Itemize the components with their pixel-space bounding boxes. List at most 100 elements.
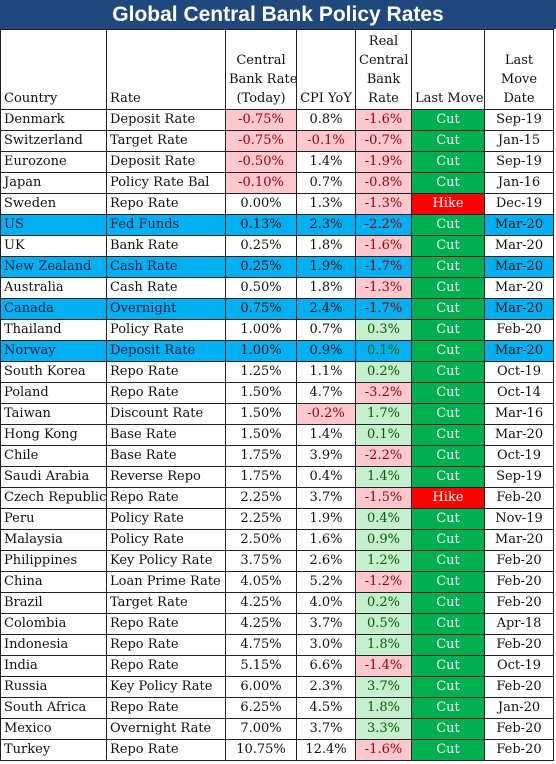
cell-real-rate: 0.3% (355, 319, 412, 341)
cell-cpi-yoy: 2.3% (296, 676, 356, 698)
cell-cpi-yoy: 1.4% (296, 424, 356, 446)
cell-policy-rate: 4.75% (225, 634, 297, 656)
cell-last-move-date: Feb-20 (484, 571, 554, 593)
cell-rate: Repo Rate (106, 634, 226, 656)
cell-real-rate: 1.8% (355, 697, 412, 719)
cell-last-move-date: Feb-20 (484, 592, 554, 614)
cell-cpi-yoy: 0.7% (296, 172, 356, 194)
cell-policy-rate: 10.75% (225, 739, 297, 761)
cell-cpi-yoy: 1.8% (296, 235, 356, 257)
cell-last-move: Cut (411, 340, 485, 362)
cell-rate: Key Policy Rate (106, 550, 226, 572)
cell-policy-rate: 0.00% (225, 193, 297, 215)
table-row: Russia Key Policy Rate 6.00% 2.3% 3.7% Cut Feb… (0, 676, 554, 698)
cell-last-move: Cut (411, 277, 485, 299)
cell-rate: Deposit Rate (106, 151, 226, 173)
cell-last-move-date: Mar-20 (484, 235, 554, 257)
cell-policy-rate: 4.25% (225, 613, 297, 635)
cell-last-move-date: Mar-20 (484, 424, 554, 446)
cell-last-move-date: Nov-19 (484, 508, 554, 530)
table-row: Brazil Target Rate 4.25% 4.0% 0.2% Cut Feb-20 (0, 592, 554, 614)
cell-real-rate: -1.5% (355, 487, 412, 509)
cell-cpi-yoy: 4.5% (296, 697, 356, 719)
cell-country: Hong Kong (0, 424, 107, 446)
cell-rate: Discount Rate (106, 403, 226, 425)
cell-rate: Policy Rate Bal (106, 172, 226, 194)
cell-last-move: Cut (411, 613, 485, 635)
column-header-real-rate: Real Central Bank Rate (355, 29, 412, 110)
cell-last-move-date: Sep-19 (484, 466, 554, 488)
cell-last-move-date: Feb-20 (484, 487, 554, 509)
cell-real-rate: -1.3% (355, 277, 412, 299)
cell-last-move-date: Apr-18 (484, 613, 554, 635)
cell-last-move: Cut (411, 130, 485, 152)
cell-last-move: Cut (411, 172, 485, 194)
cell-real-rate: 0.4% (355, 508, 412, 530)
table-row: Sweden Repo Rate 0.00% 1.3% -1.3% Hike Dec-19 (0, 193, 554, 215)
cell-policy-rate: 1.50% (225, 424, 297, 446)
cell-last-move: Cut (411, 424, 485, 446)
cell-real-rate: 3.7% (355, 676, 412, 698)
cell-last-move-date: Sep-19 (484, 109, 554, 131)
cell-last-move-date: Feb-20 (484, 676, 554, 698)
cell-policy-rate: 1.75% (225, 466, 297, 488)
cell-country: New Zealand (0, 256, 107, 278)
cell-real-rate: 3.3% (355, 718, 412, 740)
cell-rate: Target Rate (106, 130, 226, 152)
cell-real-rate: -1.6% (355, 109, 412, 131)
column-header-last-move-date: Last Move Date (484, 29, 554, 110)
cell-cpi-yoy: 4.0% (296, 592, 356, 614)
cell-last-move: Cut (411, 529, 485, 551)
cell-rate: Policy Rate (106, 319, 226, 341)
table-row: South Africa Repo Rate 6.25% 4.5% 1.8% Cut Jan… (0, 697, 554, 719)
cell-cpi-yoy: 2.4% (296, 298, 356, 320)
cell-cpi-yoy: 0.7% (296, 319, 356, 341)
cell-rate: Deposit Rate (106, 340, 226, 362)
cell-policy-rate: -0.50% (225, 151, 297, 173)
table-row: Denmark Deposit Rate -0.75% 0.8% -1.6% Cut Sep… (0, 109, 554, 131)
cell-cpi-yoy: 1.6% (296, 529, 356, 551)
table-row: New Zealand Cash Rate 0.25% 1.9% -1.7% Cut Mar… (0, 256, 554, 278)
cell-rate: Repo Rate (106, 613, 226, 635)
cell-policy-rate: 0.25% (225, 235, 297, 257)
cell-rate: Repo Rate (106, 487, 226, 509)
cell-country: Canada (0, 298, 107, 320)
cell-last-move: Hike (411, 487, 485, 509)
cell-real-rate: 1.4% (355, 466, 412, 488)
table-row: Chile Base Rate 1.75% 3.9% -2.2% Cut Oct-19 (0, 445, 554, 467)
cell-cpi-yoy: 3.9% (296, 445, 356, 467)
cell-cpi-yoy: 1.4% (296, 151, 356, 173)
cell-rate: Repo Rate (106, 739, 226, 761)
cell-country: Russia (0, 676, 107, 698)
cell-policy-rate: -0.75% (225, 109, 297, 131)
cell-last-move-date: Feb-20 (484, 739, 554, 761)
cell-rate: Reverse Repo (106, 466, 226, 488)
cell-country: Turkey (0, 739, 107, 761)
column-header-last-move: Last Move (411, 29, 485, 110)
cell-policy-rate: 0.75% (225, 298, 297, 320)
cell-country: US (0, 214, 107, 236)
cell-cpi-yoy: 0.9% (296, 340, 356, 362)
cell-country: Japan (0, 172, 107, 194)
cell-real-rate: -1.9% (355, 151, 412, 173)
cell-country: Australia (0, 277, 107, 299)
table-row: Colombia Repo Rate 4.25% 3.7% 0.5% Cut Apr-18 (0, 613, 554, 635)
cell-last-move: Cut (411, 676, 485, 698)
table-row: Poland Repo Rate 1.50% 4.7% -3.2% Cut Oct-14 (0, 382, 554, 404)
cell-last-move: Cut (411, 718, 485, 740)
cell-last-move: Cut (411, 235, 485, 257)
cell-cpi-yoy: 0.4% (296, 466, 356, 488)
cell-cpi-yoy: 1.1% (296, 361, 356, 383)
cell-last-move-date: Sep-19 (484, 151, 554, 173)
cell-real-rate: -1.7% (355, 256, 412, 278)
cell-last-move: Cut (411, 739, 485, 761)
cell-last-move-date: Jan-20 (484, 697, 554, 719)
cell-cpi-yoy: 2.3% (296, 214, 356, 236)
column-header-rate: Rate (106, 29, 226, 110)
cell-last-move-date: Feb-20 (484, 634, 554, 656)
cell-cpi-yoy: 0.8% (296, 109, 356, 131)
column-header-country: Country (0, 29, 107, 110)
cell-country: Eurozone (0, 151, 107, 173)
cell-country: Peru (0, 508, 107, 530)
